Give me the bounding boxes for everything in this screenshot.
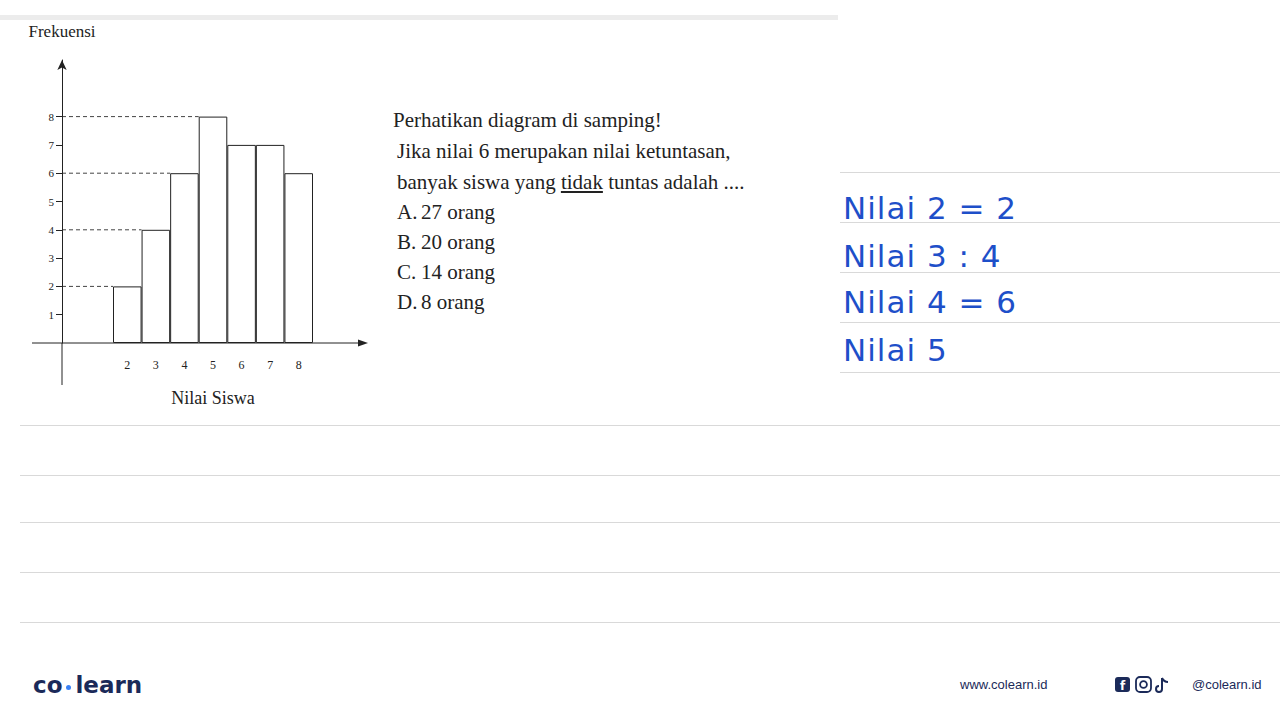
svg-text:4: 4 (181, 358, 187, 372)
svg-text:7: 7 (267, 358, 273, 372)
svg-text:8: 8 (296, 358, 302, 372)
svg-text:Nilai Siswa: Nilai Siswa (171, 388, 255, 408)
svg-text:Frekuensi: Frekuensi (28, 22, 95, 41)
html-text:www.colearn.id: www.colearn.id (960, 677, 1048, 692)
html-text:Perhatikan diagram di samping!: Perhatikan diagram di samping! (393, 108, 662, 132)
svg-text:2: 2 (124, 358, 130, 372)
svg-text:8: 8 (49, 111, 55, 123)
html-text:Nilai 3 : 4: Nilai 3 : 4 (843, 238, 1002, 274)
svg-text:f: f (1120, 679, 1126, 693)
html-text:Nilai 4 = 6: Nilai 4 = 6 (843, 284, 1017, 320)
svg-text:2: 2 (49, 280, 55, 292)
svg-text:4: 4 (49, 224, 55, 236)
svg-text:3: 3 (49, 252, 55, 264)
html-text:A. 27 orang: A. 27 orang (397, 200, 496, 224)
svg-text:5: 5 (49, 196, 55, 208)
html-text:learn: learn (75, 672, 143, 698)
html-text:B. 20 orang: B. 20 orang (397, 230, 496, 254)
html-text:Nilai 2 = 2: Nilai 2 = 2 (843, 190, 1017, 226)
html-text:D. 8 orang: D. 8 orang (397, 290, 485, 314)
svg-text:7: 7 (49, 139, 55, 151)
svg-text:1: 1 (49, 309, 55, 321)
html-text:C. 14 orang: C. 14 orang (397, 260, 496, 284)
html-text:banyak siswa yang tidak tuntas: banyak siswa yang tidak tuntas adalah ..… (397, 170, 745, 194)
html-text:co: co (33, 672, 63, 698)
html-text:@colearn.id: @colearn.id (1192, 677, 1262, 692)
svg-text:6: 6 (49, 167, 55, 179)
html-text:Jika nilai 6 merupakan nilai k: Jika nilai 6 merupakan nilai ketuntasan, (397, 139, 731, 163)
svg-text:6: 6 (239, 358, 245, 372)
svg-text:3: 3 (153, 358, 159, 372)
svg-text:5: 5 (210, 358, 216, 372)
html-text:Nilai 5: Nilai 5 (843, 332, 948, 368)
